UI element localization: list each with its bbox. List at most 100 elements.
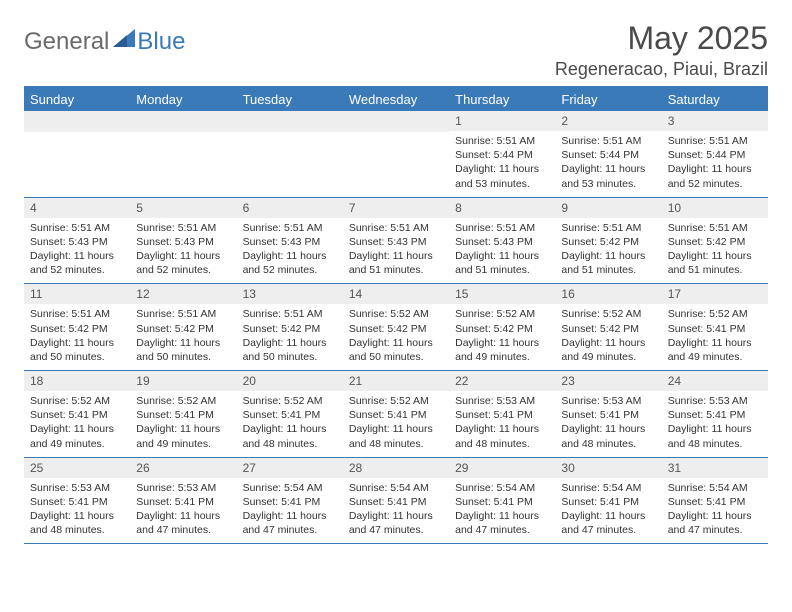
day-body: Sunrise: 5:51 AMSunset: 5:43 PMDaylight:… — [130, 218, 236, 284]
sunset-text: Sunset: 5:41 PM — [243, 495, 337, 509]
daylight-text: Daylight: 11 hours and 49 minutes. — [30, 422, 124, 450]
top-bar: General Blue May 2025 Regeneracao, Piaui… — [24, 20, 768, 80]
day-cell — [237, 111, 343, 197]
week-row: 18Sunrise: 5:52 AMSunset: 5:41 PMDayligh… — [24, 371, 768, 458]
daylight-text: Daylight: 11 hours and 47 minutes. — [561, 509, 655, 537]
day-number: 7 — [343, 198, 449, 218]
day-header-wednesday: Wednesday — [343, 88, 449, 111]
sunset-text: Sunset: 5:41 PM — [455, 495, 549, 509]
day-number: 24 — [662, 371, 768, 391]
day-number: 4 — [24, 198, 130, 218]
day-header-friday: Friday — [555, 88, 661, 111]
day-body: Sunrise: 5:52 AMSunset: 5:41 PMDaylight:… — [237, 391, 343, 457]
sunset-text: Sunset: 5:41 PM — [668, 408, 762, 422]
day-cell: 20Sunrise: 5:52 AMSunset: 5:41 PMDayligh… — [237, 371, 343, 457]
day-body: Sunrise: 5:51 AMSunset: 5:42 PMDaylight:… — [130, 304, 236, 370]
day-header-saturday: Saturday — [662, 88, 768, 111]
day-body: Sunrise: 5:51 AMSunset: 5:44 PMDaylight:… — [449, 131, 555, 197]
day-body: Sunrise: 5:53 AMSunset: 5:41 PMDaylight:… — [662, 391, 768, 457]
daylight-text: Daylight: 11 hours and 49 minutes. — [561, 336, 655, 364]
week-row: 1Sunrise: 5:51 AMSunset: 5:44 PMDaylight… — [24, 111, 768, 198]
day-number: 26 — [130, 458, 236, 478]
day-number: 9 — [555, 198, 661, 218]
sunset-text: Sunset: 5:41 PM — [136, 495, 230, 509]
day-cell: 15Sunrise: 5:52 AMSunset: 5:42 PMDayligh… — [449, 284, 555, 370]
day-number: 15 — [449, 284, 555, 304]
day-number: 25 — [24, 458, 130, 478]
day-number: 27 — [237, 458, 343, 478]
sunset-text: Sunset: 5:41 PM — [30, 495, 124, 509]
day-cell: 16Sunrise: 5:52 AMSunset: 5:42 PMDayligh… — [555, 284, 661, 370]
page: General Blue May 2025 Regeneracao, Piaui… — [0, 0, 792, 564]
day-body: Sunrise: 5:51 AMSunset: 5:42 PMDaylight:… — [24, 304, 130, 370]
day-body: Sunrise: 5:51 AMSunset: 5:43 PMDaylight:… — [449, 218, 555, 284]
day-body: Sunrise: 5:52 AMSunset: 5:42 PMDaylight:… — [343, 304, 449, 370]
day-number-empty — [24, 111, 130, 132]
sunrise-text: Sunrise: 5:54 AM — [243, 481, 337, 495]
sunrise-text: Sunrise: 5:51 AM — [455, 221, 549, 235]
sunset-text: Sunset: 5:42 PM — [30, 322, 124, 336]
day-body: Sunrise: 5:51 AMSunset: 5:43 PMDaylight:… — [24, 218, 130, 284]
day-number: 6 — [237, 198, 343, 218]
sunrise-text: Sunrise: 5:51 AM — [349, 221, 443, 235]
day-cell: 4Sunrise: 5:51 AMSunset: 5:43 PMDaylight… — [24, 198, 130, 284]
daylight-text: Daylight: 11 hours and 51 minutes. — [561, 249, 655, 277]
day-number-empty — [130, 111, 236, 132]
day-cell: 6Sunrise: 5:51 AMSunset: 5:43 PMDaylight… — [237, 198, 343, 284]
day-number: 16 — [555, 284, 661, 304]
sunrise-text: Sunrise: 5:53 AM — [561, 394, 655, 408]
daylight-text: Daylight: 11 hours and 51 minutes. — [349, 249, 443, 277]
daylight-text: Daylight: 11 hours and 48 minutes. — [349, 422, 443, 450]
sunset-text: Sunset: 5:43 PM — [136, 235, 230, 249]
sunset-text: Sunset: 5:41 PM — [349, 408, 443, 422]
daylight-text: Daylight: 11 hours and 48 minutes. — [243, 422, 337, 450]
day-cell: 5Sunrise: 5:51 AMSunset: 5:43 PMDaylight… — [130, 198, 236, 284]
day-cell — [343, 111, 449, 197]
daylight-text: Daylight: 11 hours and 51 minutes. — [455, 249, 549, 277]
daylight-text: Daylight: 11 hours and 51 minutes. — [668, 249, 762, 277]
sunrise-text: Sunrise: 5:51 AM — [243, 307, 337, 321]
sunset-text: Sunset: 5:41 PM — [349, 495, 443, 509]
sunrise-text: Sunrise: 5:53 AM — [136, 481, 230, 495]
day-body: Sunrise: 5:52 AMSunset: 5:42 PMDaylight:… — [449, 304, 555, 370]
daylight-text: Daylight: 11 hours and 53 minutes. — [561, 162, 655, 190]
sunset-text: Sunset: 5:42 PM — [561, 235, 655, 249]
day-number: 20 — [237, 371, 343, 391]
daylight-text: Daylight: 11 hours and 53 minutes. — [455, 162, 549, 190]
daylight-text: Daylight: 11 hours and 47 minutes. — [668, 509, 762, 537]
daylight-text: Daylight: 11 hours and 48 minutes. — [561, 422, 655, 450]
day-cell: 17Sunrise: 5:52 AMSunset: 5:41 PMDayligh… — [662, 284, 768, 370]
day-body: Sunrise: 5:53 AMSunset: 5:41 PMDaylight:… — [130, 478, 236, 544]
day-body: Sunrise: 5:53 AMSunset: 5:41 PMDaylight:… — [555, 391, 661, 457]
day-number: 19 — [130, 371, 236, 391]
day-number: 18 — [24, 371, 130, 391]
day-cell: 11Sunrise: 5:51 AMSunset: 5:42 PMDayligh… — [24, 284, 130, 370]
sunset-text: Sunset: 5:42 PM — [136, 322, 230, 336]
sunset-text: Sunset: 5:43 PM — [30, 235, 124, 249]
day-cell: 18Sunrise: 5:52 AMSunset: 5:41 PMDayligh… — [24, 371, 130, 457]
sunset-text: Sunset: 5:41 PM — [136, 408, 230, 422]
day-body: Sunrise: 5:54 AMSunset: 5:41 PMDaylight:… — [343, 478, 449, 544]
day-cell: 31Sunrise: 5:54 AMSunset: 5:41 PMDayligh… — [662, 458, 768, 544]
sunset-text: Sunset: 5:44 PM — [455, 148, 549, 162]
sunset-text: Sunset: 5:44 PM — [668, 148, 762, 162]
daylight-text: Daylight: 11 hours and 49 minutes. — [668, 336, 762, 364]
sunrise-text: Sunrise: 5:54 AM — [668, 481, 762, 495]
day-number: 2 — [555, 111, 661, 131]
sunset-text: Sunset: 5:43 PM — [455, 235, 549, 249]
daylight-text: Daylight: 11 hours and 49 minutes. — [455, 336, 549, 364]
day-cell: 1Sunrise: 5:51 AMSunset: 5:44 PMDaylight… — [449, 111, 555, 197]
sunrise-text: Sunrise: 5:53 AM — [455, 394, 549, 408]
daylight-text: Daylight: 11 hours and 47 minutes. — [455, 509, 549, 537]
sunrise-text: Sunrise: 5:54 AM — [455, 481, 549, 495]
day-number: 11 — [24, 284, 130, 304]
day-cell: 27Sunrise: 5:54 AMSunset: 5:41 PMDayligh… — [237, 458, 343, 544]
sunrise-text: Sunrise: 5:53 AM — [30, 481, 124, 495]
title-block: May 2025 Regeneracao, Piaui, Brazil — [555, 20, 768, 80]
day-number: 3 — [662, 111, 768, 131]
sunset-text: Sunset: 5:43 PM — [349, 235, 443, 249]
day-body: Sunrise: 5:51 AMSunset: 5:42 PMDaylight:… — [662, 218, 768, 284]
sunrise-text: Sunrise: 5:52 AM — [349, 394, 443, 408]
sunrise-text: Sunrise: 5:52 AM — [30, 394, 124, 408]
sunset-text: Sunset: 5:41 PM — [668, 495, 762, 509]
